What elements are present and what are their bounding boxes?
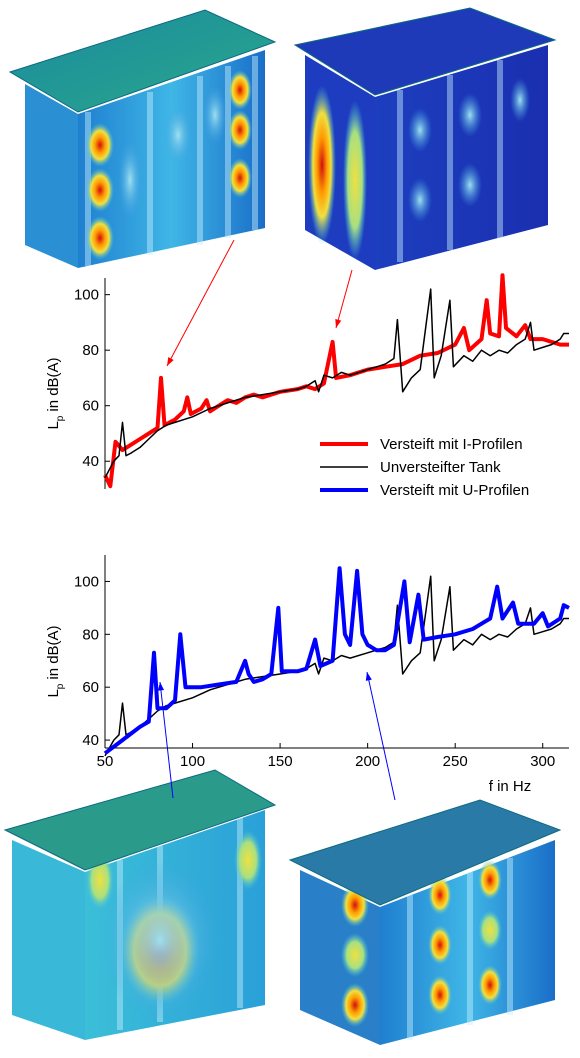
x-tick-label: 250 (443, 753, 468, 770)
arrow-head (167, 357, 174, 366)
hotspot (228, 110, 252, 150)
hotspot (164, 105, 192, 165)
tank-lid (3, 769, 277, 871)
y-axis-title-unit: in dB(A) (45, 357, 62, 411)
y-axis-title-main: L (45, 689, 62, 697)
arrow-head (157, 682, 165, 691)
hotspot (343, 100, 367, 260)
arrow-head (335, 319, 342, 328)
tank-lid (293, 7, 557, 96)
hotspot (86, 216, 114, 260)
x-tick-label: 100 (180, 753, 205, 770)
x-axis-title: f in Hz (489, 778, 532, 795)
tank-front (380, 840, 555, 1045)
hotspot (308, 85, 336, 245)
y-axis-title: Lp in dB(A) (45, 625, 66, 697)
tank-side (12, 840, 85, 1040)
hotspot (234, 830, 262, 890)
plots: 40 60 80 100 Lp in dB(A) 40 60 80 100 50 100 150 200 2… (45, 273, 570, 795)
y-tick-label: 60 (82, 679, 99, 696)
y-axis-title-sub: p (55, 683, 66, 689)
tank-image (3, 769, 277, 1040)
simulation-images (3, 7, 562, 1045)
tank-image (293, 7, 557, 270)
x-tick-label: 300 (530, 753, 555, 770)
legend-label: Versteift mit I-Profilen (380, 436, 523, 453)
y-axis-title-sub: p (55, 415, 66, 421)
y-tick-label: 100 (74, 287, 99, 304)
hotspot (428, 975, 452, 1015)
hotspot (428, 875, 452, 915)
hotspot (458, 93, 482, 137)
hotspot (408, 108, 432, 152)
y-tick-label: 100 (74, 573, 99, 590)
tank-lid (288, 799, 562, 906)
arrow (159, 681, 174, 799)
legend: Versteift mit I-Profilen Unversteifter Ta… (320, 436, 529, 499)
arrow-head (365, 672, 372, 681)
series-line (103, 566, 570, 755)
y-axis-title-main: L (45, 421, 62, 429)
hotspot (203, 85, 227, 145)
legend-label: Versteift mit U-Profilen (380, 482, 529, 499)
hotspot (341, 983, 369, 1027)
y-axis-title: Lp in dB(A) (45, 357, 66, 429)
hotspot (478, 965, 502, 1005)
hotspot (510, 78, 530, 122)
arrow (166, 239, 235, 367)
x-tick-label: 50 (97, 753, 114, 770)
legend-label: Unversteifter Tank (380, 459, 501, 476)
hotspot (228, 158, 252, 198)
hotspot (228, 70, 252, 110)
x-tick-label: 150 (268, 753, 293, 770)
series-line (103, 273, 569, 489)
y-tick-label: 40 (82, 453, 99, 470)
series-line (104, 288, 569, 479)
hotspot (86, 123, 114, 167)
arrow (335, 269, 353, 329)
hotspot (118, 140, 142, 220)
y-tick-label: 60 (82, 398, 99, 415)
hotspot (428, 925, 452, 965)
tank-lid (8, 9, 277, 113)
y-axis-title-unit: in dB(A) (45, 625, 62, 679)
arrow (366, 671, 396, 801)
x-tick-label: 200 (355, 753, 380, 770)
hotspot (408, 178, 432, 222)
hotspot (478, 860, 502, 900)
hotspot (86, 168, 114, 212)
y-tick-label: 40 (82, 732, 99, 749)
tank-image (8, 9, 277, 268)
hotspot (341, 933, 369, 977)
y-tick-label: 80 (82, 626, 99, 643)
hotspot (100, 860, 220, 1020)
y-tick-label: 80 (82, 342, 99, 359)
tank-side (25, 84, 78, 268)
tank-image (288, 799, 562, 1045)
hotspot (458, 163, 482, 207)
hotspot (478, 910, 502, 950)
